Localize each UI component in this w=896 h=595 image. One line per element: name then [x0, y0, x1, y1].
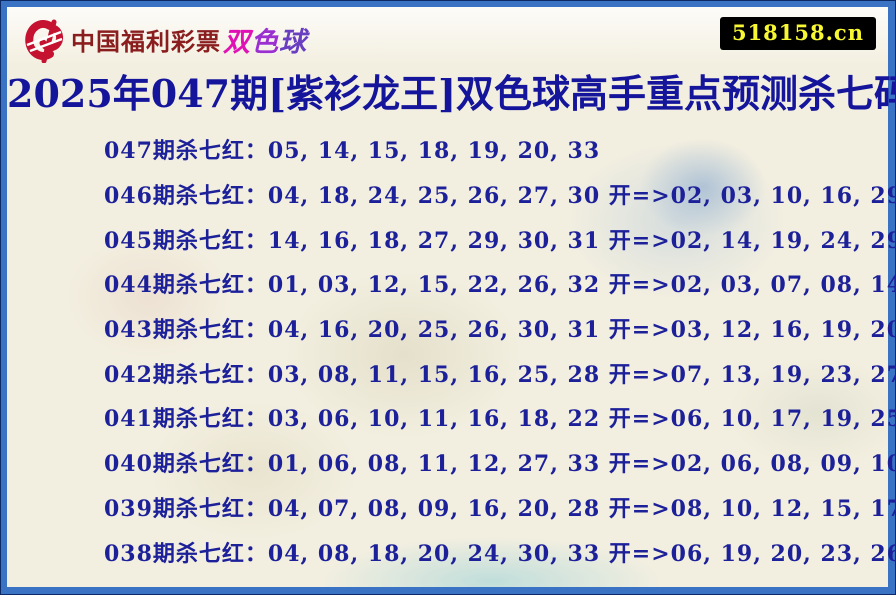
prediction-list: 047期杀七红：05, 14, 15, 18, 19, 20, 33 046期杀… — [104, 127, 896, 574]
game-char-se: 色 — [251, 26, 279, 58]
prediction-row-046: 046期杀七红：04, 18, 24, 25, 26, 27, 30 开=>02… — [104, 183, 896, 210]
prediction-row-045: 045期杀七红：14, 16, 18, 27, 29, 30, 31 开=>02… — [104, 227, 896, 254]
prediction-row-040: 040期杀七红：01, 06, 08, 11, 12, 27, 33 开=>02… — [104, 451, 896, 478]
game-char-qiu: 球 — [279, 26, 307, 58]
site-url-badge[interactable]: 518158.cn — [719, 17, 876, 50]
prediction-row-043: 043期杀七红：04, 16, 20, 25, 26, 30, 31 开=>03… — [104, 317, 896, 344]
prediction-row-038: 038期杀七红：04, 08, 18, 20, 24, 30, 33 开=>06… — [104, 540, 896, 567]
prediction-row-039: 039期杀七红：04, 07, 08, 09, 16, 20, 28 开=>08… — [104, 495, 896, 522]
brand-header: 中国福利彩票 双色球 — [21, 13, 307, 65]
brand-game-name: 双色球 — [223, 20, 307, 59]
page-title: 2025年047期[紫衫龙王]双色球高手重点预测杀七码 — [7, 71, 896, 116]
china-welfare-lottery-logo-icon — [25, 19, 64, 63]
game-char-shuang: 双 — [223, 26, 251, 58]
prediction-row-042: 042期杀七红：03, 08, 11, 15, 16, 25, 28 开=>07… — [104, 361, 896, 388]
prediction-row-044: 044期杀七红：01, 03, 12, 15, 22, 26, 32 开=>02… — [104, 272, 896, 299]
prediction-row-047: 047期杀七红：05, 14, 15, 18, 19, 20, 33 — [104, 138, 601, 165]
prediction-row-041: 041期杀七红：03, 06, 10, 11, 16, 18, 22 开=>06… — [104, 406, 896, 433]
brand-org-name: 中国福利彩票 — [71, 27, 221, 56]
